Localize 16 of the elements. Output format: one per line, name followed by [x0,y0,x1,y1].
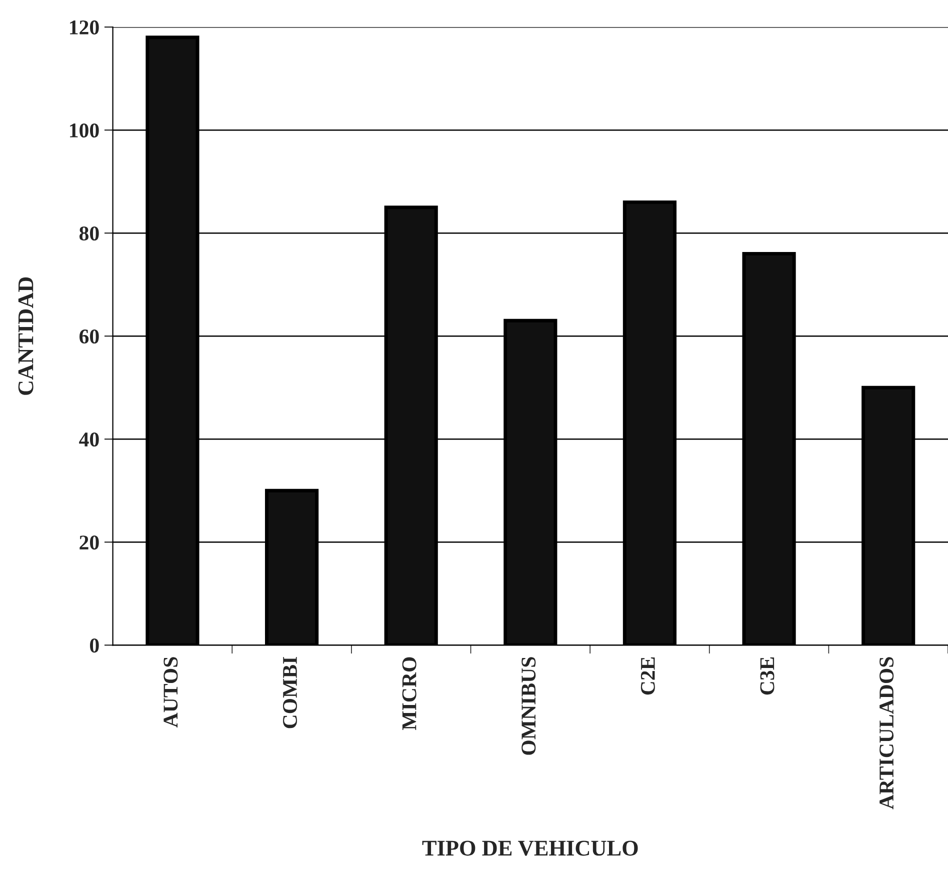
y-tick-label: 40 [79,432,99,447]
x-tick-label: AUTOS [164,657,178,728]
x-tick-label: OMNIBUS [522,657,536,755]
y-tick-label: 120 [70,20,99,34]
x-tick-label: C3E [760,657,774,695]
x-axis-title: TIPO DE VEHICULO [422,840,638,856]
x-tick-label: C2E [640,657,655,695]
x-tick-label: COMBI [282,656,297,728]
y-tick-label: 60 [79,329,99,344]
y-tick-label: 80 [79,226,99,241]
x-tick-label: ARTICULADOS [880,657,894,810]
y-axis-title: CANTIDAD [18,277,34,395]
y-tick-label: 100 [70,123,99,138]
x-tick-label: MICRO [402,657,416,730]
y-tick-label: 20 [80,536,99,550]
y-tick-label: 0 [90,638,99,653]
